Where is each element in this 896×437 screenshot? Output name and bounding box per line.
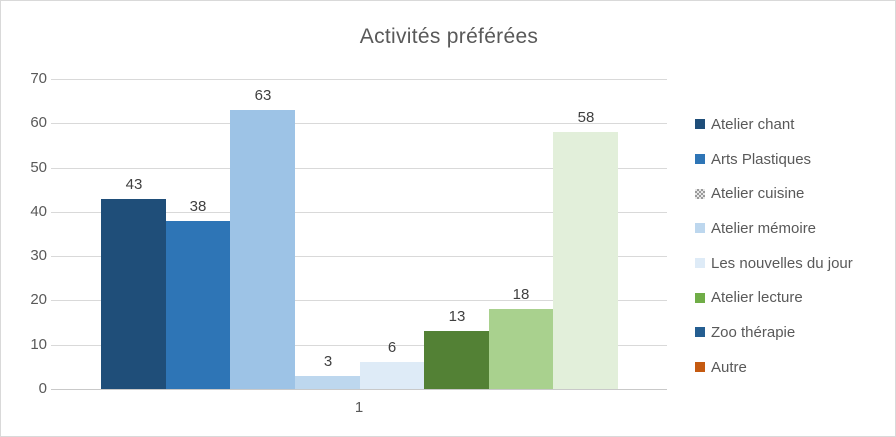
legend-item-autre[interactable]: Autre bbox=[695, 350, 891, 385]
legend-item-arts-plastiques[interactable]: Arts Plastiques bbox=[695, 142, 891, 177]
bar-atelier-lecture[interactable] bbox=[424, 331, 489, 389]
legend-label: Atelier chant bbox=[711, 115, 795, 133]
legend-item-atelier-cuisine[interactable]: Atelier cuisine bbox=[695, 176, 891, 211]
legend-swatch-icon bbox=[695, 188, 705, 199]
gridline-50 bbox=[51, 167, 667, 169]
value-label-zoo-thérapie: 18 bbox=[512, 286, 530, 303]
value-label-autre: 58 bbox=[577, 109, 595, 126]
bar-les-nouvelles-du-jour[interactable] bbox=[360, 362, 424, 389]
legend-swatch-icon bbox=[695, 362, 705, 373]
gridline-0 bbox=[51, 389, 667, 390]
legend-swatch-icon bbox=[695, 223, 705, 234]
bar-autre[interactable] bbox=[553, 132, 618, 389]
value-label-les-nouvelles-du-jour: 6 bbox=[387, 339, 397, 356]
legend-swatch-icon bbox=[695, 154, 705, 165]
y-tick-label-50: 50 bbox=[30, 158, 47, 176]
legend: Atelier chant Arts Plastiques Atelier cuis… bbox=[695, 107, 891, 385]
legend-label: Atelier lecture bbox=[711, 289, 803, 307]
gridline-70 bbox=[51, 79, 667, 80]
legend-item-atelier-chant[interactable]: Atelier chant bbox=[695, 107, 891, 142]
legend-label: Arts Plastiques bbox=[711, 150, 812, 168]
legend-label: Les nouvelles du jour bbox=[711, 254, 853, 272]
gridline-20 bbox=[51, 300, 667, 302]
gridline-60 bbox=[51, 123, 667, 125]
legend-label: Autre bbox=[711, 358, 747, 376]
legend-label: Atelier cuisine bbox=[711, 185, 805, 203]
legend-swatch-icon bbox=[695, 119, 705, 130]
gridline-40 bbox=[51, 211, 667, 213]
gridline-30 bbox=[51, 256, 667, 258]
y-tick-label-60: 60 bbox=[30, 114, 47, 132]
value-label-atelier-chant: 43 bbox=[125, 176, 143, 193]
y-tick-label-0: 0 bbox=[38, 380, 47, 397]
legend-swatch-icon bbox=[695, 327, 705, 338]
value-label-atelier-mémoire: 3 bbox=[323, 353, 333, 370]
value-label-atelier-lecture: 13 bbox=[448, 308, 466, 325]
legend-label: Atelier mémoire bbox=[711, 219, 817, 237]
legend-swatch-icon bbox=[695, 292, 705, 303]
bar-zoo-thérapie[interactable] bbox=[489, 309, 553, 389]
bar-atelier-chant[interactable] bbox=[101, 199, 166, 389]
legend-label: Zoo thérapie bbox=[711, 323, 796, 341]
bar-atelier-cuisine[interactable] bbox=[230, 110, 295, 389]
y-tick-label-40: 40 bbox=[30, 202, 47, 220]
bar-arts-plastiques[interactable] bbox=[166, 221, 230, 389]
legend-item-les-nouvelles-du-jour[interactable]: Les nouvelles du jour bbox=[695, 246, 891, 281]
x-axis-category-label: 1 bbox=[354, 399, 364, 416]
bar-atelier-mémoire[interactable] bbox=[295, 376, 360, 389]
legend-item-zoo-thérapie[interactable]: Zoo thérapie bbox=[695, 315, 891, 350]
value-label-arts-plastiques: 38 bbox=[189, 198, 207, 215]
legend-item-atelier-lecture[interactable]: Atelier lecture bbox=[695, 280, 891, 315]
gridline-10 bbox=[51, 344, 667, 346]
value-label-atelier-cuisine: 63 bbox=[254, 87, 272, 104]
y-tick-label-30: 30 bbox=[30, 247, 47, 265]
chart-title: Activités préférées bbox=[359, 25, 539, 48]
y-tick-label-10: 10 bbox=[30, 335, 47, 353]
y-tick-label-70: 70 bbox=[30, 70, 47, 87]
y-tick-label-20: 20 bbox=[30, 291, 47, 309]
legend-swatch-icon bbox=[695, 258, 705, 269]
legend-item-atelier-mémoire[interactable]: Atelier mémoire bbox=[695, 211, 891, 246]
